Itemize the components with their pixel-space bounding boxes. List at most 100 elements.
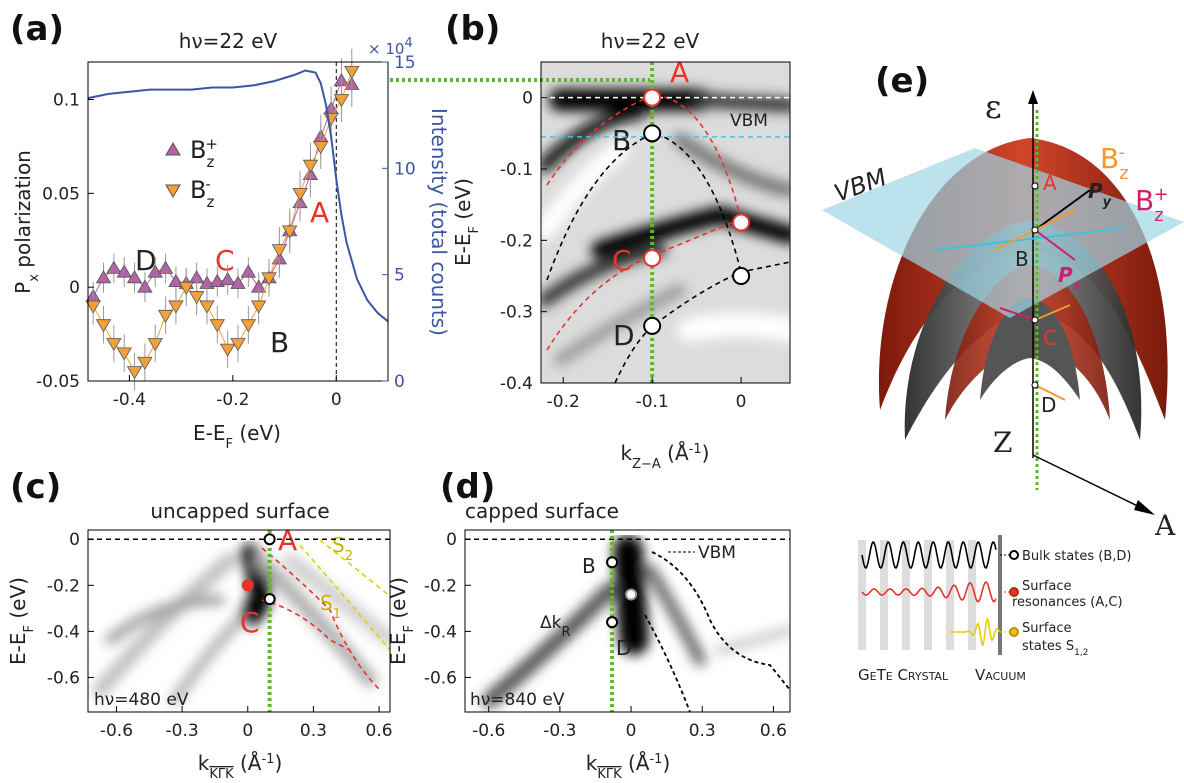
data-point	[271, 244, 288, 258]
panel-label: (c)	[10, 467, 61, 507]
legend-label: resonances (A,C)	[1012, 595, 1123, 610]
label-part: +	[1154, 184, 1169, 205]
label-part: B	[190, 176, 206, 204]
legend-label: Bz-	[190, 175, 214, 211]
label-part: P	[1058, 263, 1073, 287]
point-label: B	[1015, 247, 1029, 271]
label-part: (eV)	[233, 421, 281, 445]
y-tick-label: -0.2	[47, 576, 80, 596]
panel-label: (d)	[440, 467, 495, 507]
legend-label: states S1,2	[1022, 639, 1088, 658]
state-point	[643, 88, 662, 107]
y2-tick-label: 5	[394, 266, 405, 286]
annotation: VBM	[730, 111, 768, 131]
y-tick-label: 0.1	[53, 91, 80, 111]
annotation: A	[310, 196, 329, 229]
label-part: y	[1103, 195, 1112, 210]
state-point	[263, 533, 276, 546]
annotation: C	[612, 244, 632, 277]
state-dot	[1031, 182, 1039, 190]
arrow	[934, 227, 1126, 251]
label-part: (Å	[661, 441, 689, 465]
label-part: R	[561, 625, 570, 640]
vbm-plane	[822, 148, 1184, 318]
annotation: A	[278, 524, 297, 557]
label-part: (eV)	[6, 577, 30, 625]
label-part: +	[205, 135, 218, 153]
chart-title: capped surface	[465, 499, 619, 523]
wave	[861, 541, 997, 569]
label-part: E-E	[193, 421, 226, 445]
x-tick-label: -0.1	[636, 392, 669, 412]
data-point	[219, 343, 236, 357]
label-part: 1	[333, 607, 341, 622]
state-point	[732, 213, 751, 232]
state-point	[263, 593, 276, 606]
label-part: B	[1135, 184, 1154, 217]
data-point	[261, 272, 277, 286]
data-point	[106, 260, 122, 274]
axis-label: Z	[993, 426, 1012, 459]
annotation: D	[613, 319, 635, 352]
axis-label: ε	[985, 88, 1002, 126]
legend-label: Vacuum	[975, 666, 1026, 684]
label-part: (eV)	[451, 178, 475, 226]
state-point	[606, 616, 619, 629]
y2-multiplier: × 104	[368, 36, 413, 59]
arrow	[1034, 189, 1091, 231]
data-point	[188, 291, 205, 305]
label-part: -	[205, 175, 210, 193]
y-tick-label: -0.4	[47, 622, 80, 642]
x-tick-label: -0.4	[113, 390, 146, 410]
label-part: F	[22, 625, 37, 632]
data-point	[95, 270, 112, 284]
arrow	[1034, 229, 1076, 261]
label-part: E-E	[6, 632, 30, 665]
y-tick-label: -0.6	[47, 668, 80, 688]
polarization-label: Py	[1088, 179, 1112, 210]
legend-label: Surface	[1022, 621, 1072, 636]
x-tick-label: -0.3	[543, 721, 576, 741]
label-part: Δk	[540, 613, 562, 633]
label-part: F	[402, 625, 417, 632]
plot-frame	[87, 61, 389, 382]
annotation: B	[582, 554, 596, 578]
point-label: C	[1043, 326, 1057, 350]
data-point	[157, 309, 174, 324]
y-tick-label: -0.4	[500, 374, 533, 394]
y-axis-label: Px polarization	[11, 150, 42, 294]
legend-label: GeTe Crystal	[858, 666, 949, 684]
point-label: A	[1043, 171, 1057, 195]
annotation: A	[670, 56, 689, 89]
data-point	[106, 338, 122, 352]
label-part: E-E	[451, 233, 475, 266]
polarization-label: Px	[1058, 263, 1082, 294]
x-tick-label: 0.3	[300, 721, 327, 741]
label-part: -	[1119, 142, 1126, 163]
legend-label: Surface	[1022, 579, 1072, 594]
y-tick-label: -0.6	[424, 668, 457, 688]
annotation: B	[270, 326, 289, 359]
state-point	[241, 579, 254, 592]
data-point	[178, 281, 194, 295]
label-part: KΓK	[597, 767, 622, 782]
data-point	[126, 270, 143, 284]
annotation: D	[616, 636, 631, 660]
state-point	[606, 556, 619, 569]
data-point	[137, 356, 153, 371]
intensity-map	[93, 539, 390, 705]
intensity-line	[87, 69, 389, 323]
label-part: 2	[345, 549, 353, 564]
label-part: 4	[404, 36, 412, 51]
state-dot	[1031, 381, 1039, 389]
label-part: -1	[261, 752, 274, 767]
chart-title: hν=22 eV	[601, 29, 700, 53]
label-part: S	[320, 591, 333, 615]
field-label: Bz+	[1135, 184, 1169, 226]
panel-label: (e)	[875, 61, 929, 101]
x-axis-label: kKΓK (Å-1)	[586, 751, 671, 782]
y-tick-label: -0.4	[424, 622, 457, 642]
annotation: ΔkR	[540, 613, 571, 640]
x-tick-label: -0.6	[472, 721, 505, 741]
